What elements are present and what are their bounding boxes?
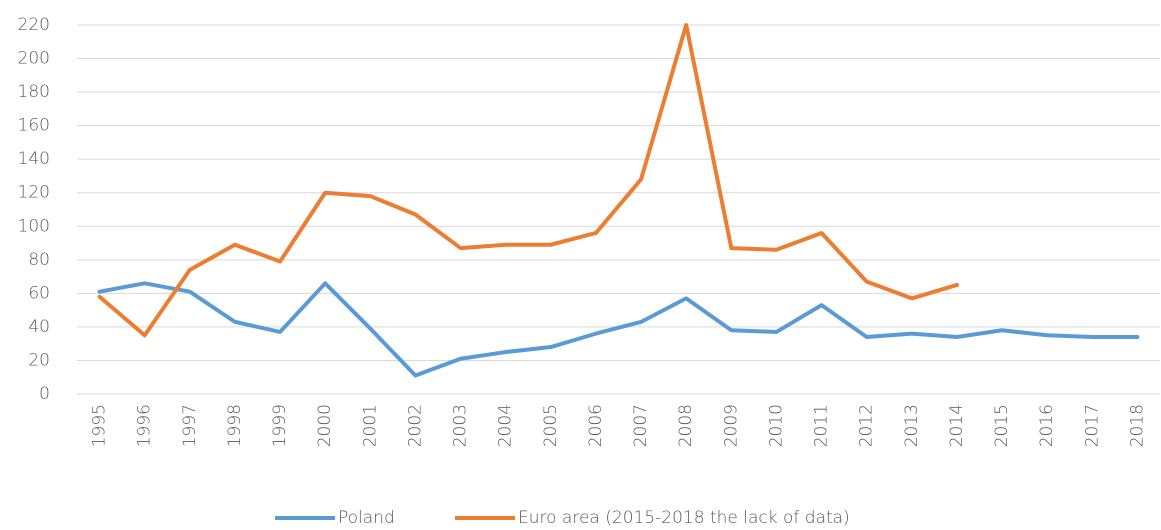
x-tick-label: 2005 xyxy=(541,404,561,447)
y-tick-label: 180 xyxy=(18,82,50,102)
x-tick-label: 2011 xyxy=(812,404,832,447)
legend-label: Euro area (2015-2018 the lack of data) xyxy=(518,508,850,528)
y-tick-label: 60 xyxy=(28,283,50,303)
x-tick-label: 2001 xyxy=(360,404,380,447)
x-tick-label: 2016 xyxy=(1037,404,1057,447)
x-tick-label: 2008 xyxy=(676,404,696,447)
x-tick-label: 1995 xyxy=(90,404,110,447)
y-tick-label: 220 xyxy=(18,15,50,35)
y-tick-label: 0 xyxy=(39,384,50,404)
x-tick-label: 2002 xyxy=(405,404,425,447)
x-tick-label: 2006 xyxy=(586,404,606,447)
y-tick-label: 140 xyxy=(18,149,50,169)
x-tick-label: 1997 xyxy=(180,404,200,447)
series-line xyxy=(97,281,1140,378)
x-tick-label: 2004 xyxy=(496,404,516,447)
x-tick-label: 2018 xyxy=(1127,404,1147,447)
y-tick-label: 160 xyxy=(18,116,50,136)
x-tick-label: 1998 xyxy=(225,404,245,447)
x-tick-label: 2012 xyxy=(857,404,877,447)
y-tick-label: 100 xyxy=(18,216,50,236)
x-tick-label: 2010 xyxy=(766,404,786,447)
y-tick-label: 40 xyxy=(28,317,50,337)
y-tick-label: 80 xyxy=(28,250,50,270)
legend-label: Poland xyxy=(338,508,395,528)
series-line xyxy=(97,23,959,338)
x-tick-label: 2000 xyxy=(315,404,335,447)
y-tick-label: 200 xyxy=(18,49,50,69)
x-tick-label: 2007 xyxy=(631,404,651,447)
x-tick-label: 2009 xyxy=(721,404,741,447)
y-tick-label: 120 xyxy=(18,183,50,203)
x-tick-label: 2017 xyxy=(1082,404,1102,447)
x-tick-label: 2003 xyxy=(451,404,471,447)
x-tick-label: 2013 xyxy=(902,404,922,447)
x-tick-label: 2015 xyxy=(992,404,1012,447)
x-tick-label: 2014 xyxy=(947,404,967,447)
x-tick-label: 1999 xyxy=(270,404,290,447)
x-tick-label: 1996 xyxy=(135,404,155,447)
y-tick-label: 20 xyxy=(28,350,50,370)
